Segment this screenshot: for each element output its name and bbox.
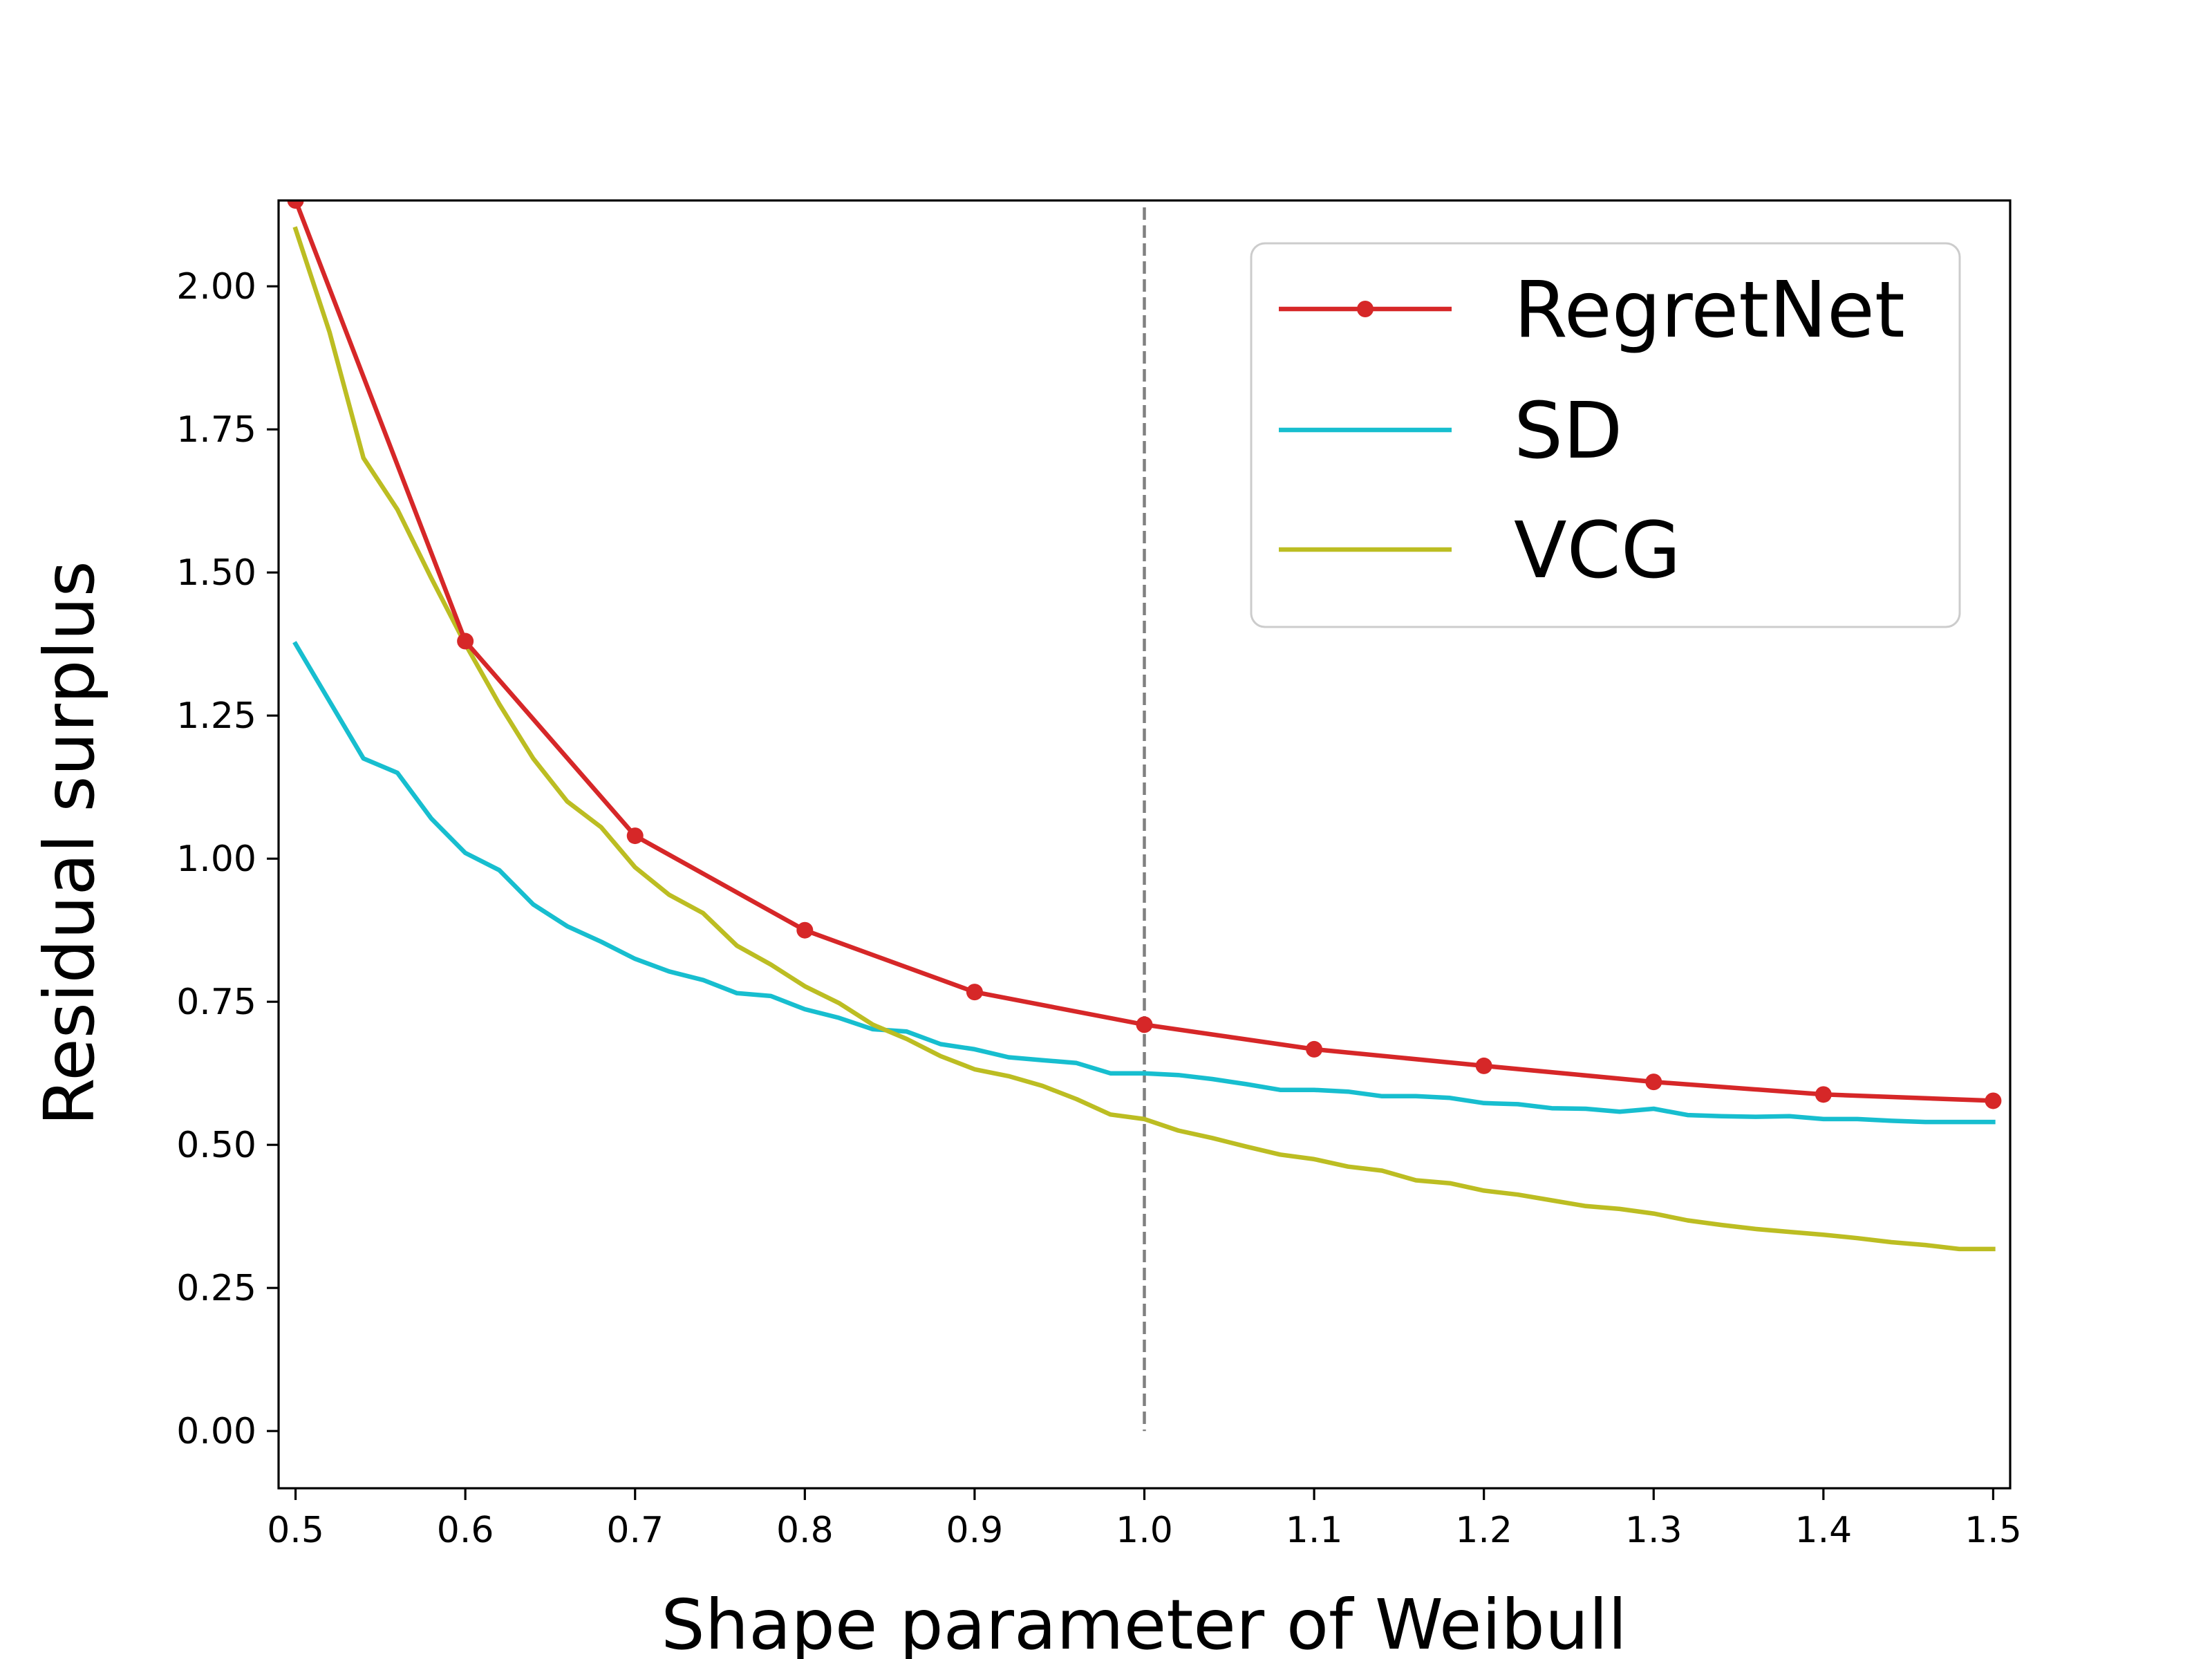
x-tick-label: 1.3: [1625, 1510, 1683, 1551]
y-tick-label: 2.00: [176, 266, 256, 308]
data-point-regretnet: [1475, 1057, 1492, 1074]
y-tick-label: 1.25: [176, 695, 256, 737]
legend-label-vcg: VCG: [1514, 506, 1681, 596]
x-tick-label: 0.9: [946, 1510, 1004, 1551]
data-point-regretnet: [1985, 1092, 2002, 1109]
x-tick-label: 0.8: [776, 1510, 834, 1551]
legend-frame: [1250, 242, 1961, 628]
data-point-regretnet: [626, 827, 644, 845]
y-tick-label: 1.00: [176, 838, 256, 880]
data-point-regretnet: [1306, 1040, 1323, 1058]
x-tick-label: 0.5: [267, 1510, 324, 1551]
data-point-regretnet: [1815, 1086, 1832, 1103]
x-axis: 0.5 0.6 0.7 0.8 0.9 1.0 1.1 1.2 1.3 1.4 1.5: [267, 1488, 2022, 1551]
y-tick-label: 0.00: [176, 1411, 256, 1452]
data-point-regretnet: [796, 921, 814, 939]
y-axis: 0.00 0.25 0.50 0.75 1.00 1.25 1.50 1.75 2.00: [176, 266, 279, 1452]
y-axis-title: Residual surplus: [29, 561, 110, 1125]
data-point-regretnet: [966, 984, 983, 1001]
x-tick-label: 0.6: [437, 1510, 494, 1551]
y-tick-label: 1.50: [176, 552, 256, 594]
plot-area: [287, 200, 2002, 1432]
legend-marker-regretnet: [1357, 301, 1374, 317]
x-tick-label: 1.2: [1455, 1510, 1512, 1551]
x-tick-label: 1.0: [1116, 1510, 1173, 1551]
data-point-regretnet: [1645, 1074, 1662, 1091]
y-tick-label: 0.75: [176, 982, 256, 1023]
series-line-sd: [292, 641, 1996, 1125]
series-line-vcg: [292, 226, 1996, 1252]
y-tick-label: 1.75: [176, 409, 256, 451]
legend-label-sd: SD: [1514, 386, 1622, 476]
x-tick-label: 0.7: [606, 1510, 664, 1551]
data-point-regretnet: [457, 632, 474, 650]
data-point-regretnet: [1136, 1016, 1153, 1033]
y-tick-label: 0.25: [176, 1268, 256, 1309]
x-tick-label: 1.4: [1795, 1510, 1853, 1551]
y-tick-label: 0.50: [176, 1125, 256, 1166]
x-tick-label: 1.1: [1286, 1510, 1343, 1551]
x-tick-label: 1.5: [1965, 1510, 2022, 1551]
legend: RegretNet SD VCG: [1250, 242, 1961, 628]
data-point-regretnet: [287, 200, 304, 209]
legend-label-regretnet: RegretNet: [1514, 265, 1905, 355]
x-axis-title: Shape parameter of Weibull: [661, 1584, 1627, 1659]
